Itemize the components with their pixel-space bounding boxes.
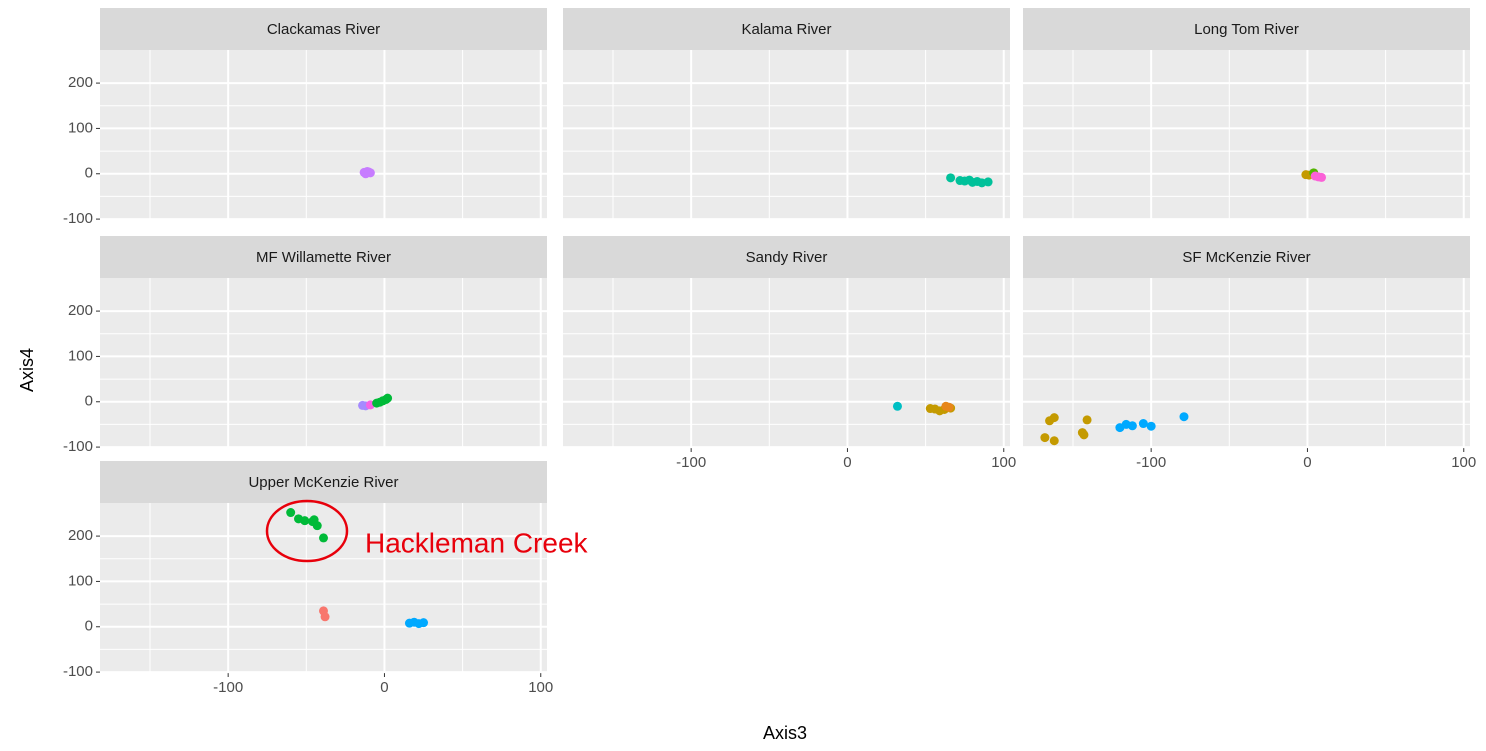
point (1079, 430, 1089, 440)
x-axis-label: Axis3 (763, 723, 807, 743)
annotation-circle (265, 499, 349, 563)
x-tick-label: -100 (676, 454, 706, 471)
x-tick-label: 0 (380, 679, 388, 696)
panel (100, 50, 547, 220)
y-tick-label: -100 (63, 438, 93, 455)
point (1138, 419, 1148, 429)
point (320, 612, 330, 622)
y-tick-label: 200 (68, 527, 93, 544)
y-tick-label: -100 (63, 210, 93, 227)
y-tick-label: -100 (63, 663, 93, 680)
point (364, 167, 374, 177)
point (944, 402, 954, 412)
strip (100, 461, 547, 503)
point (946, 173, 956, 183)
point (983, 177, 993, 187)
x-tick-label: -100 (213, 679, 243, 696)
point (286, 508, 296, 518)
y-tick-label: 100 (68, 119, 93, 136)
y-tick-label: 0 (85, 618, 93, 635)
x-tick-label: -100 (1136, 454, 1166, 471)
panel (100, 278, 547, 448)
point (1146, 421, 1156, 431)
panel (563, 50, 1010, 220)
x-tick-label: 100 (991, 454, 1016, 471)
point (419, 618, 429, 628)
facet-title: Upper McKenzie River (248, 474, 398, 491)
strip (1023, 236, 1470, 278)
panel (100, 503, 547, 673)
facet-title: Sandy River (746, 249, 828, 266)
x-tick-label: 100 (528, 679, 553, 696)
point (1179, 412, 1189, 422)
y-tick-label: 200 (68, 74, 93, 91)
panel (1023, 50, 1470, 220)
strip (100, 8, 547, 50)
panel (563, 278, 1010, 448)
point (383, 393, 393, 403)
facet-title: SF McKenzie River (1182, 249, 1310, 266)
y-axis-label: Axis4 (17, 348, 37, 392)
facet-title: Clackamas River (267, 21, 380, 38)
strip (100, 236, 547, 278)
point (300, 516, 310, 526)
annotation: Hackleman Creek (365, 527, 589, 558)
strip (1023, 8, 1470, 50)
facet-title: MF Willamette River (256, 249, 391, 266)
panel (1023, 278, 1470, 448)
facet-title: Long Tom River (1194, 21, 1299, 38)
point (1049, 413, 1059, 423)
y-tick-label: 100 (68, 572, 93, 589)
y-tick-label: 200 (68, 302, 93, 319)
point (1049, 436, 1059, 446)
x-tick-label: 0 (1303, 454, 1311, 471)
x-tick-label: 100 (1451, 454, 1476, 471)
y-tick-label: 0 (85, 165, 93, 182)
point (1127, 421, 1137, 431)
facet-title: Kalama River (741, 21, 831, 38)
point (1040, 433, 1050, 443)
point (312, 521, 322, 531)
y-tick-label: 0 (85, 393, 93, 410)
x-tick-label: 0 (843, 454, 851, 471)
point (1317, 172, 1327, 182)
strip (563, 8, 1010, 50)
point (1082, 415, 1092, 425)
point (319, 533, 328, 543)
point (892, 401, 902, 411)
strip (563, 236, 1010, 278)
y-tick-label: 100 (68, 347, 93, 364)
